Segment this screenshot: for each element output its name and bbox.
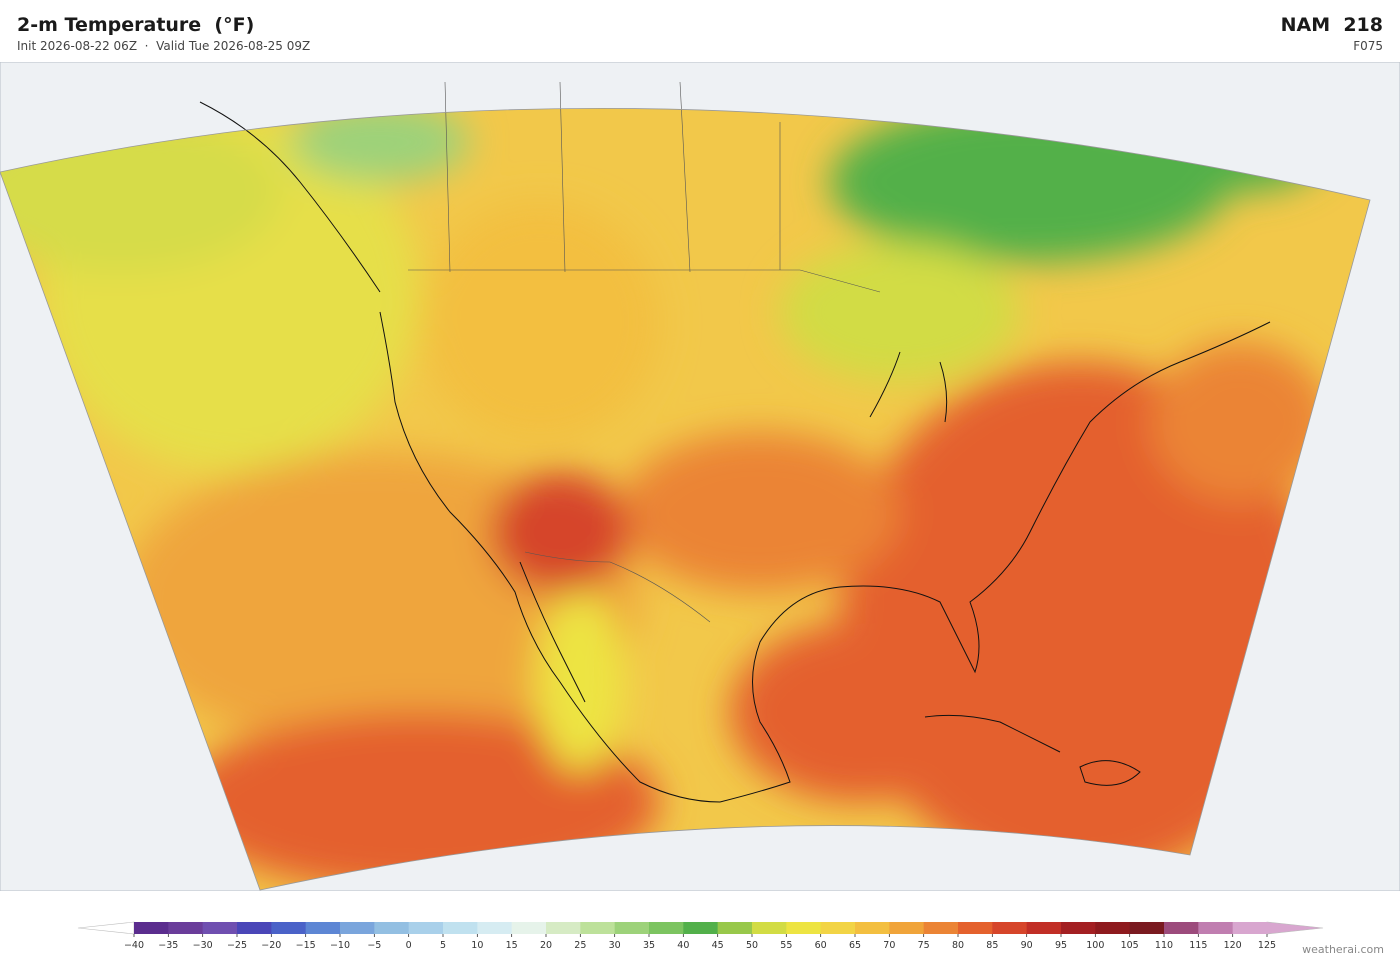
- tick-label: 75: [918, 940, 930, 951]
- color-bin: [477, 922, 513, 934]
- color-bin: [1198, 922, 1234, 934]
- color-bin: [1164, 922, 1199, 934]
- tick-label: 70: [883, 940, 895, 951]
- tick-label: 50: [746, 940, 758, 951]
- tick-label: 100: [1086, 940, 1104, 951]
- color-bin: [1061, 922, 1096, 934]
- color-bin: [717, 922, 753, 934]
- color-bin: [1095, 922, 1131, 934]
- color-bin: [649, 922, 684, 934]
- tick-label: 125: [1258, 940, 1276, 951]
- color-bin: [820, 922, 856, 934]
- tick-label: 35: [643, 940, 655, 951]
- tick-label: 40: [677, 940, 689, 951]
- forecast-hour: F075: [1353, 39, 1383, 53]
- tick-label: −35: [158, 940, 178, 951]
- color-bin: [752, 922, 787, 934]
- map: [0, 62, 1400, 891]
- color-bin: [958, 922, 993, 934]
- color-bin: [168, 922, 204, 934]
- color-bin: [271, 922, 307, 934]
- tick-label: −5: [367, 940, 381, 951]
- tick-label: −20: [261, 940, 281, 951]
- tick-label: 95: [1055, 940, 1067, 951]
- color-bin: [855, 922, 890, 934]
- color-bin: [1232, 922, 1268, 934]
- tick-label: 85: [986, 940, 998, 951]
- tick-label: 90: [1021, 940, 1033, 951]
- tick-label: 80: [952, 940, 964, 951]
- color-bin: [511, 922, 547, 934]
- tick-label: 10: [471, 940, 483, 951]
- tick-label: 20: [540, 940, 552, 951]
- color-bin: [237, 922, 272, 934]
- tick-label: −30: [193, 940, 213, 951]
- tick-label: 60: [815, 940, 827, 951]
- tick-label: −15: [296, 940, 316, 951]
- color-bin: [786, 922, 822, 934]
- color-bin: [443, 922, 478, 934]
- color-bin: [546, 922, 581, 934]
- color-bin: [134, 922, 169, 934]
- borders: [408, 81, 881, 623]
- color-bin: [889, 922, 925, 934]
- color-bin: [683, 922, 719, 934]
- coastlines: [199, 101, 1271, 803]
- tick-label: 30: [609, 940, 621, 951]
- tick-label: −40: [124, 940, 144, 951]
- tick-label: 105: [1121, 940, 1139, 951]
- color-bin: [202, 922, 238, 934]
- tick-label: 115: [1189, 940, 1207, 951]
- color-bin: [580, 922, 616, 934]
- color-bin: [923, 922, 959, 934]
- watermark: weatherai.com: [1302, 943, 1384, 956]
- map-subtitle: Init 2026-08-22 06Z · Valid Tue 2026-08-…: [17, 39, 311, 53]
- color-bin: [305, 922, 341, 934]
- model-name: NAM 218: [1280, 14, 1383, 36]
- color-bin: [340, 922, 375, 934]
- over-triangle: [1266, 921, 1324, 935]
- color-bin: [408, 922, 444, 934]
- color-bin: [992, 922, 1028, 934]
- tick-label: 5: [440, 940, 446, 951]
- tick-label: 110: [1155, 940, 1173, 951]
- colorbar: −40 −35 −30 −25 −20 −15 −10 −5 0 5 10 15 20 25 30 35 40 4…: [77, 921, 1324, 951]
- domain-outline: [0, 107, 1371, 891]
- tick-label: 25: [574, 940, 586, 951]
- map-title: 2-m Temperature (°F): [17, 14, 255, 36]
- tick-label: 55: [780, 940, 792, 951]
- tick-label: 0: [406, 940, 412, 951]
- color-bin: [374, 922, 410, 934]
- tick-label: 45: [712, 940, 724, 951]
- color-bin: [1129, 922, 1165, 934]
- color-bin: [614, 922, 650, 934]
- tick-label: 120: [1224, 940, 1242, 951]
- tick-label: −25: [227, 940, 247, 951]
- under-triangle: [77, 921, 135, 935]
- tick-label: −10: [330, 940, 350, 951]
- tick-label: 15: [506, 940, 518, 951]
- color-bin: [1026, 922, 1062, 934]
- tick-label: 65: [849, 940, 861, 951]
